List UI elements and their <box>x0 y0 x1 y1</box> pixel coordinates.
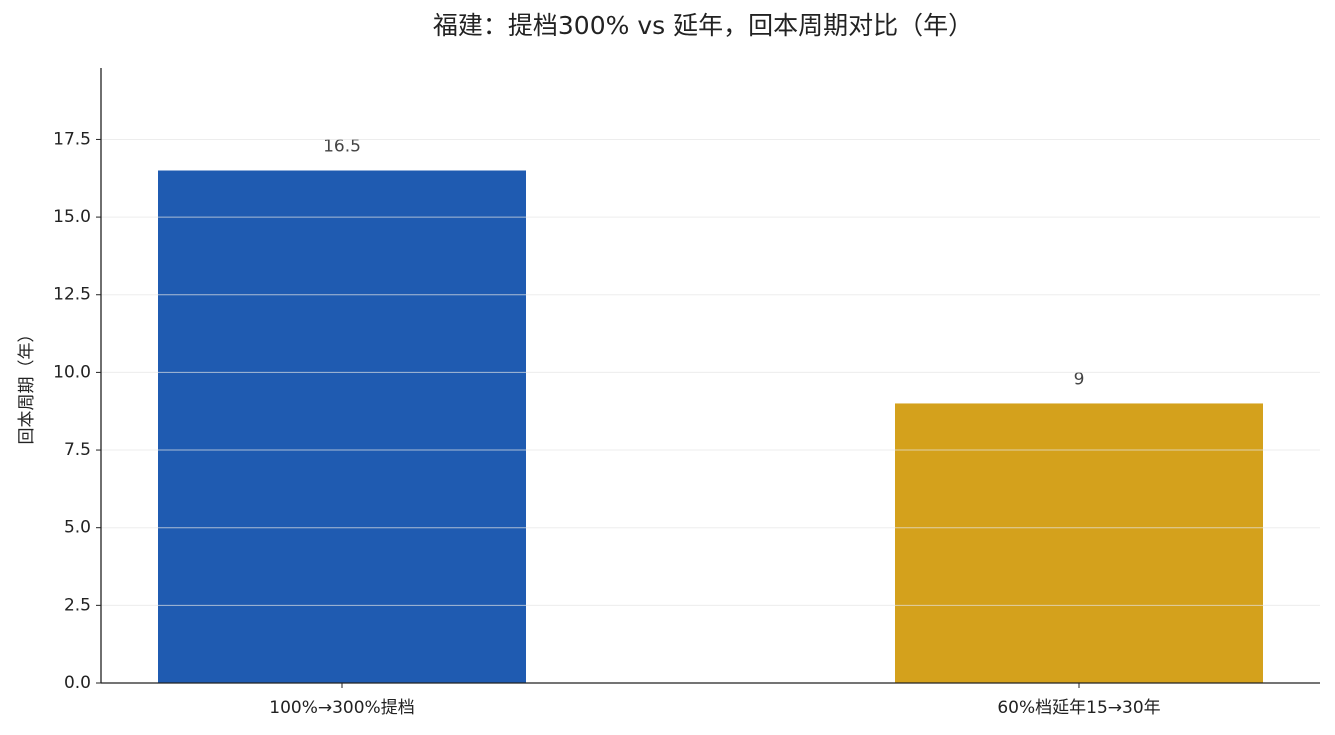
value-label: 16.5 <box>323 137 361 157</box>
y-tick-label: 12.5 <box>53 285 91 305</box>
y-tick-label: 0.0 <box>64 673 91 693</box>
y-tick-label: 10.0 <box>53 362 91 382</box>
y-tick-label: 7.5 <box>64 440 91 460</box>
x-tick-label: 100%→300%提档 <box>269 698 414 718</box>
bar <box>158 170 526 683</box>
value-label: 9 <box>1074 369 1085 389</box>
x-tick-label: 60%档延年15→30年 <box>997 698 1160 718</box>
y-axis-label: 回本周期（年） <box>17 326 37 445</box>
bar <box>895 403 1263 683</box>
chart-title: 福建：提档300% vs 延年，回本周期对比（年） <box>433 11 973 40</box>
y-tick-label: 2.5 <box>64 595 91 615</box>
y-tick-label: 15.0 <box>53 207 91 227</box>
y-tick-label: 5.0 <box>64 518 91 538</box>
y-tick-label: 17.5 <box>53 129 91 149</box>
